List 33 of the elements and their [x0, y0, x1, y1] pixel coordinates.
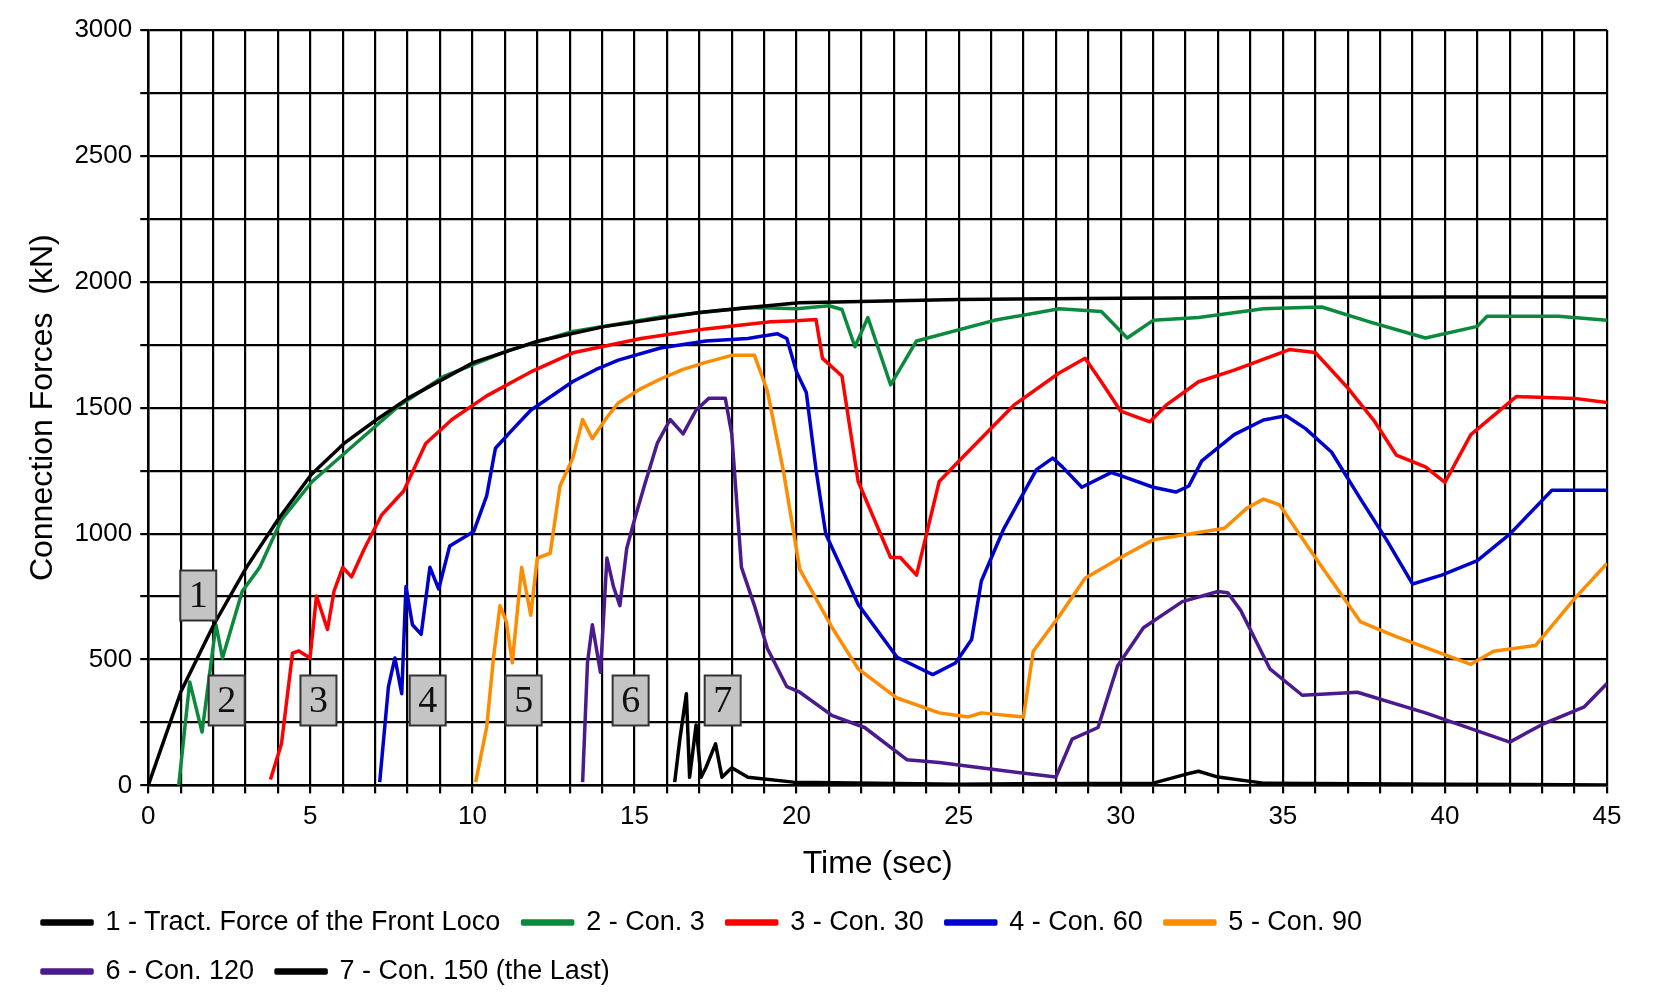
x-tick-label: 45 [1592, 800, 1622, 831]
annotation: 5 [514, 678, 534, 721]
x-tick-label: 15 [620, 800, 649, 831]
legend-label: 2 - Con. 3 [586, 905, 705, 936]
annotation: 4 [418, 678, 438, 721]
x-axis-title: Time (sec) [802, 843, 953, 880]
annotation: 2 [217, 678, 237, 721]
y-tick-label: 3000 [74, 13, 133, 44]
annotation: 6 [621, 678, 641, 721]
x-tick-label: 25 [944, 800, 974, 831]
y-tick-label: 1000 [74, 516, 133, 547]
annotation: 7 [713, 678, 733, 721]
x-tick-label: 35 [1268, 800, 1298, 831]
y-axis-title: Connection Forces (kN) [23, 234, 60, 582]
x-tick-label: 40 [1430, 800, 1460, 831]
legend-label: 3 - Con. 30 [790, 905, 924, 936]
y-tick-label: 1500 [74, 390, 133, 421]
legend-label: 5 - Con. 90 [1228, 905, 1362, 936]
y-tick-label: 2500 [74, 139, 133, 170]
x-tick-label: 0 [141, 800, 156, 831]
annotation: 3 [308, 678, 328, 721]
y-tick-label: 2000 [74, 264, 133, 295]
legend-label: 1 - Tract. Force of the Front Loco [105, 905, 501, 936]
annotation: 1 [188, 573, 208, 616]
legend-label: 4 - Con. 60 [1009, 905, 1143, 936]
x-tick-label: 5 [303, 800, 318, 831]
x-tick-label: 10 [457, 800, 487, 831]
y-tick-label: 500 [88, 642, 133, 673]
x-tick-label: 30 [1106, 800, 1136, 831]
x-tick-label: 20 [782, 800, 812, 831]
legend-label: 7 - Con. 150 (the Last) [339, 954, 610, 985]
legend-label: 6 - Con. 120 [105, 954, 255, 985]
y-tick-label: 0 [117, 768, 133, 799]
